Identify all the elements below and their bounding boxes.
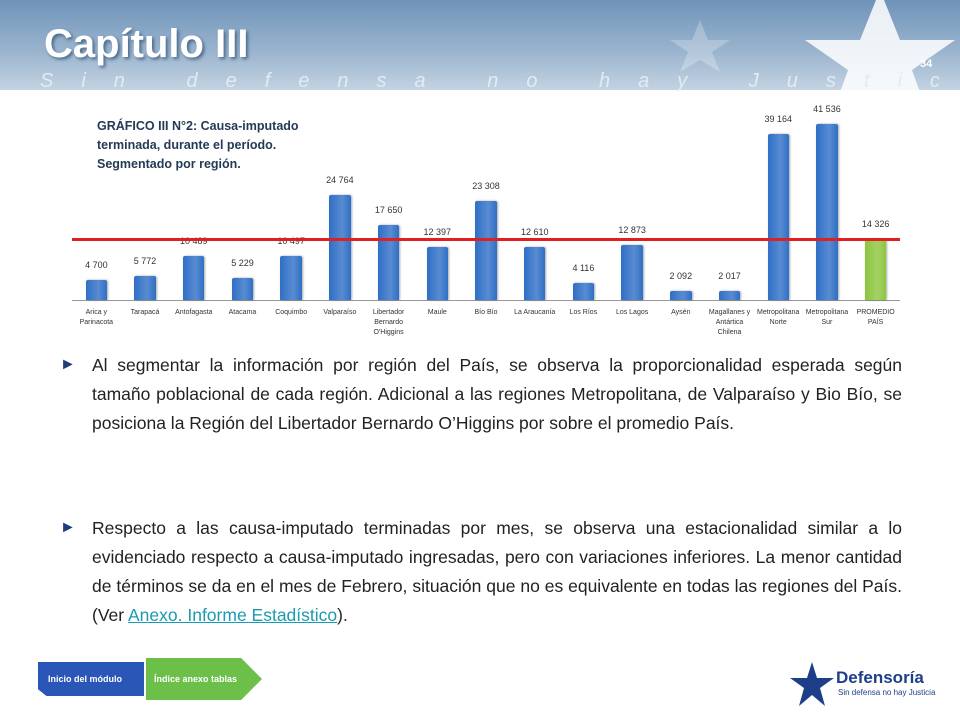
category-label: Coquimbo bbox=[275, 309, 308, 316]
bar bbox=[816, 123, 838, 300]
logo-text: Defensoría bbox=[836, 668, 924, 687]
slide-subtitle: Sin defensa no hay Justicia bbox=[40, 70, 960, 92]
value-label: 4 700 bbox=[85, 260, 108, 271]
category-label: Metropolitana Norte bbox=[757, 309, 800, 326]
value-label: 12 397 bbox=[423, 227, 452, 238]
value-label: 39 164 bbox=[764, 114, 792, 125]
bar bbox=[523, 246, 546, 300]
category-label: Libertador Bernardo O'Higgins bbox=[372, 309, 405, 336]
bar bbox=[621, 245, 643, 300]
category-label: PROMEDIO PAÍS bbox=[856, 309, 895, 326]
value-label: 24 764 bbox=[326, 175, 354, 186]
slide-title: Capítulo III bbox=[44, 22, 249, 66]
paragraph-text: Al segmentar la información por región d… bbox=[92, 355, 902, 433]
logo-tagline: Sin defensa no hay Justicia bbox=[838, 688, 936, 697]
category-label: Bío Bío bbox=[474, 309, 498, 316]
bar bbox=[572, 282, 595, 300]
category-label: Los Lagos bbox=[615, 309, 649, 316]
category-label: Los Ríos bbox=[569, 309, 598, 316]
bar bbox=[183, 255, 205, 300]
paragraph-text: ). bbox=[337, 605, 348, 625]
bar bbox=[767, 134, 789, 300]
category-label: Antofagasta bbox=[175, 309, 213, 316]
chart-title: GRÁFICO III N°2: Causa-imputado terminad… bbox=[97, 119, 299, 171]
category-label: Aysén bbox=[671, 309, 691, 316]
bar bbox=[329, 195, 351, 300]
paragraph: Respecto a las causa-imputado terminadas… bbox=[92, 514, 902, 630]
category-label: Valparaíso bbox=[323, 309, 357, 316]
bar bbox=[231, 277, 254, 300]
bar bbox=[864, 239, 887, 300]
category-label: Tarapacá bbox=[130, 309, 160, 316]
value-label: 23 308 bbox=[472, 181, 500, 192]
bullet: ► bbox=[60, 519, 76, 536]
value-label: 17 650 bbox=[374, 205, 403, 216]
x-axis bbox=[72, 300, 900, 301]
value-label: 14 326 bbox=[861, 219, 890, 230]
header-band bbox=[0, 0, 960, 90]
value-label: 2 092 bbox=[669, 271, 693, 282]
category-label: Arica y Parinacota bbox=[79, 309, 114, 326]
paragraph-text: Respecto a las causa-imputado terminadas… bbox=[92, 518, 902, 625]
bar bbox=[377, 225, 400, 300]
value-label: 12 610 bbox=[520, 226, 549, 237]
bar bbox=[280, 255, 302, 300]
reference-line bbox=[72, 237, 900, 241]
bullet: ► bbox=[60, 356, 76, 373]
category-label: Atacama bbox=[228, 309, 257, 316]
paragraph: Al segmentar la información por región d… bbox=[92, 351, 902, 438]
button-label: Índice anexo tablas bbox=[154, 674, 238, 684]
bar bbox=[475, 201, 497, 300]
bar bbox=[426, 247, 448, 300]
category-label: Metropolitana Sur bbox=[805, 309, 849, 326]
category-label: Maule bbox=[427, 309, 447, 316]
value-label: 2 017 bbox=[718, 271, 741, 282]
annex-link[interactable]: Anexo. Informe Estadístico bbox=[128, 605, 338, 625]
chart: Arica y Parinacota 4 700 Tarapacá 5 772 Anto… bbox=[0, 0, 960, 345]
bar bbox=[670, 291, 692, 300]
bar bbox=[85, 280, 108, 300]
value-label: 4 116 bbox=[572, 262, 595, 273]
bar bbox=[718, 291, 741, 300]
logo-star bbox=[790, 662, 834, 706]
value-label: 12 873 bbox=[618, 225, 646, 236]
nav-button[interactable]: Inicio del módulo bbox=[38, 662, 144, 696]
page-number: 34 bbox=[920, 58, 933, 70]
value-label: 41 536 bbox=[813, 103, 841, 114]
bar bbox=[134, 275, 156, 300]
nav-button[interactable]: Índice anexo tablas bbox=[146, 658, 262, 700]
category-label: Magallanes y Antártica Chilena bbox=[708, 309, 751, 336]
header-stars bbox=[670, 0, 955, 90]
button-label: Inicio del módulo bbox=[48, 674, 122, 684]
category-label: La Araucanía bbox=[514, 309, 556, 316]
value-label: 5 772 bbox=[133, 255, 157, 266]
value-label: 5 229 bbox=[231, 257, 254, 268]
